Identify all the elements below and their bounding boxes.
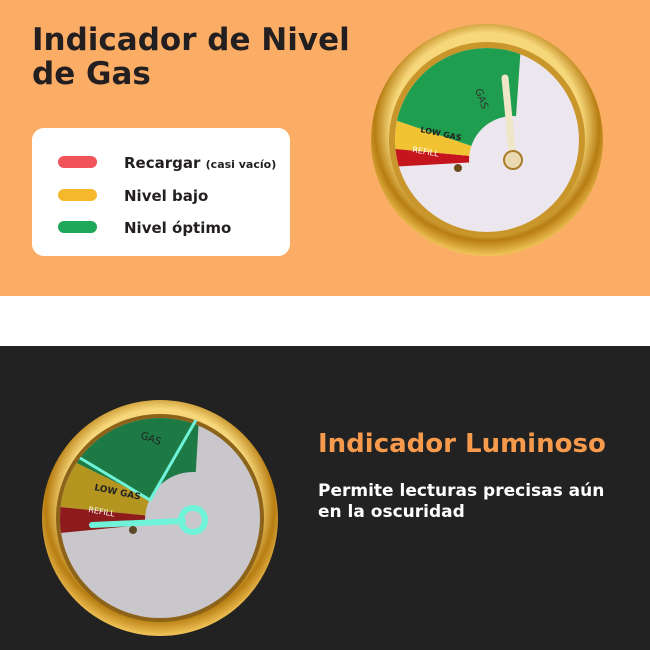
- divider: [0, 296, 650, 346]
- legend-label: Nivel óptimo: [124, 219, 231, 237]
- legend-swatch: [58, 156, 97, 168]
- legend-note: (casi vacío): [206, 158, 277, 171]
- title-line: Indicador de Nivel: [32, 22, 350, 58]
- feature-text: Permite lecturas precisas aún: [318, 481, 604, 501]
- title-line: de Gas: [32, 56, 151, 92]
- legend-label: Nivel bajo: [124, 187, 208, 205]
- gauge-glow: GAS LOW GAS REFILL: [42, 400, 278, 636]
- legend-label: Recargar (casi vacío): [124, 154, 276, 172]
- legend-label: Recargar: [124, 154, 201, 172]
- gauge: GAS LOW GAS REFILL: [371, 24, 603, 256]
- feature-title: Indicador Luminoso: [318, 429, 606, 459]
- legend-swatch: [58, 221, 97, 233]
- feature-text: en la oscuridad: [318, 502, 465, 522]
- legend-swatch: [58, 189, 97, 201]
